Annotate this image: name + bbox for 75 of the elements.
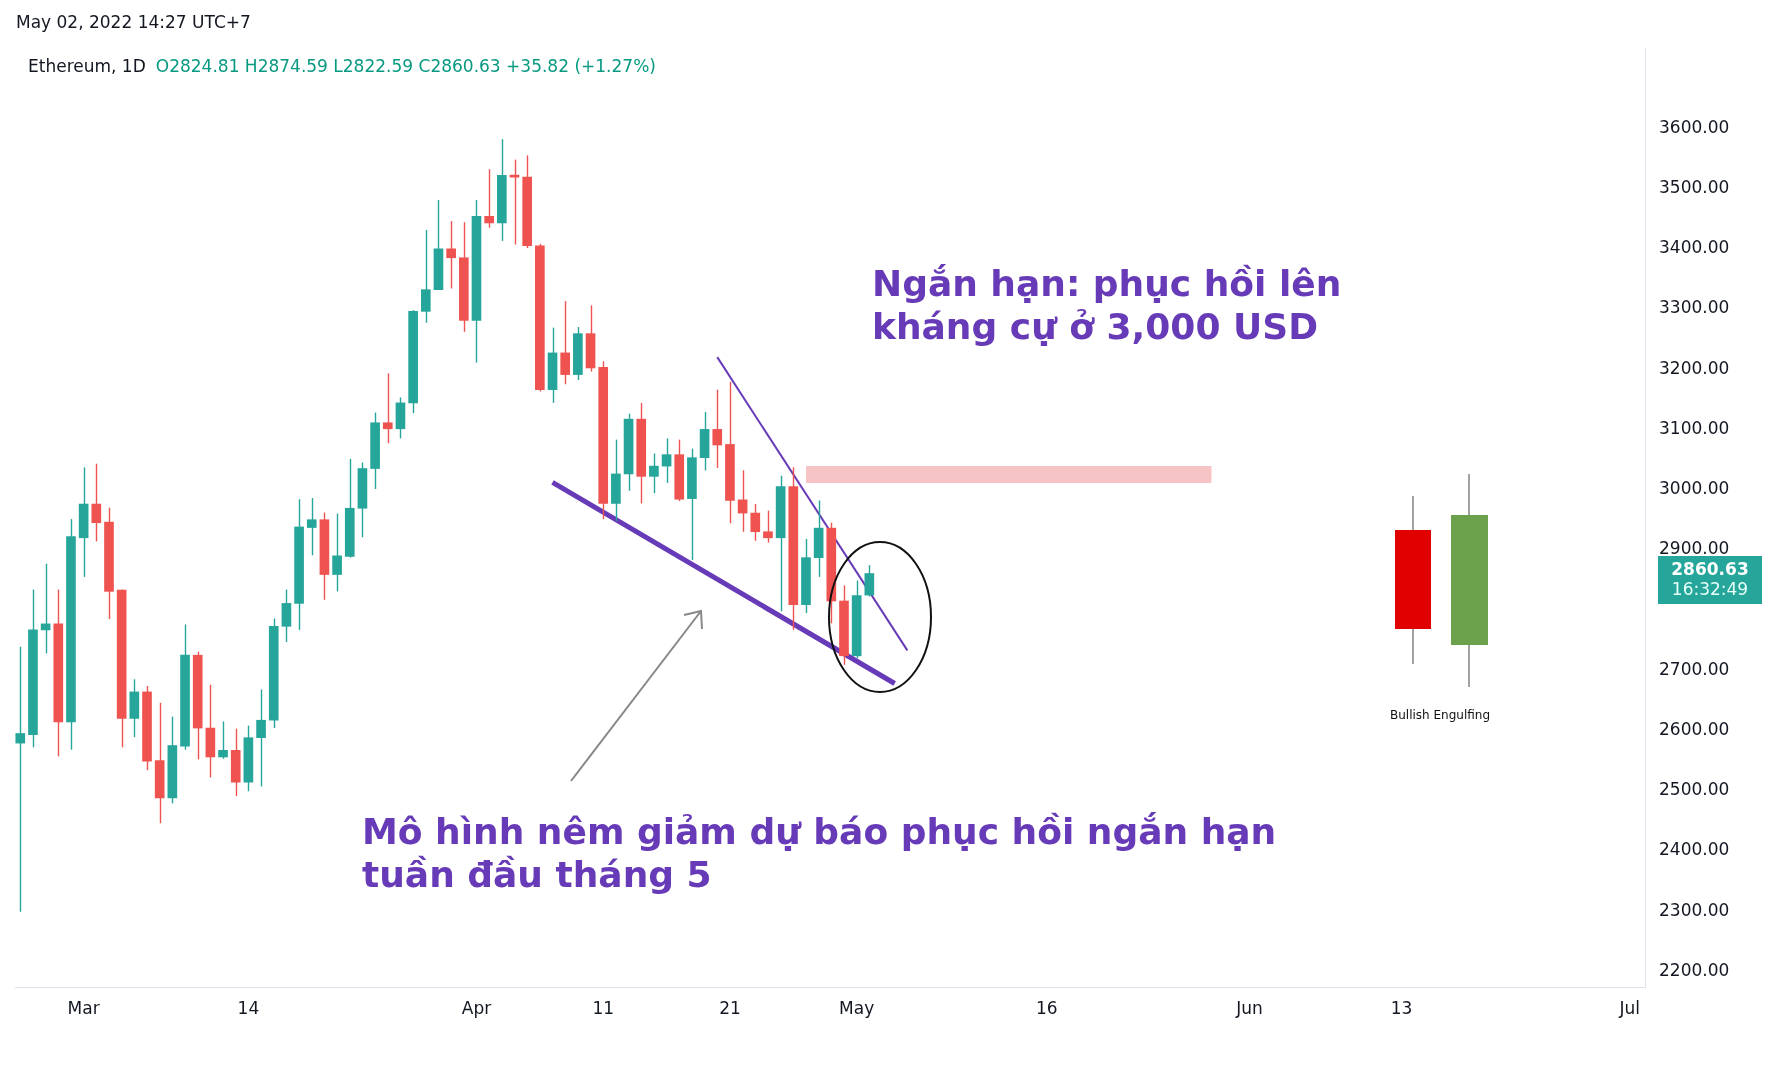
candlestick	[712, 388, 723, 469]
candlestick	[801, 538, 811, 614]
x-tick-label: 21	[719, 998, 741, 1019]
candlestick	[382, 372, 393, 444]
text: O2824.81 H2874.59 L2822.59 C2860.63 +35.82 (+1.27%)	[155, 56, 656, 76]
text: May 02, 2022 14:27 UTC+7	[16, 12, 252, 33]
annotation: Bullish Engulfing	[1390, 708, 1492, 723]
x-tick-label: 11	[592, 998, 615, 1019]
x-tick-label: Mar	[67, 998, 100, 1019]
candlestick	[154, 702, 165, 824]
candlestick	[15, 646, 26, 913]
candlestick	[256, 688, 266, 788]
candlestick	[28, 588, 38, 749]
y-tick-label: 3000.00	[1659, 478, 1730, 499]
annotation: Ngắn hạn: phục hồi lên kháng cự ở 3,000 USD	[872, 262, 1343, 349]
y-tick-label: 2200.00	[1659, 959, 1730, 980]
candlestick	[91, 463, 102, 543]
candlestick	[458, 221, 469, 333]
y-tick-label: 3400.00	[1659, 237, 1730, 258]
y-tick-label: 2400.00	[1659, 839, 1730, 860]
y-tick-label: 3600.00	[1659, 116, 1730, 137]
y-tick-label: 2500.00	[1659, 779, 1730, 800]
y-tick-label: 3100.00	[1659, 417, 1730, 438]
x-tick-label: Jul	[1618, 998, 1640, 1019]
candlestick	[636, 402, 647, 505]
candlestick	[649, 452, 659, 494]
candlestick	[611, 438, 621, 522]
x-tick-label: Apr	[461, 998, 492, 1019]
y-tick-label: 2700.00	[1659, 658, 1730, 679]
candlestick	[839, 584, 849, 666]
candlestick	[66, 518, 76, 751]
candlestick	[788, 466, 799, 631]
candlestick	[750, 503, 761, 542]
candlestick	[598, 360, 609, 520]
y-tick-label: 2900.00	[1659, 538, 1730, 559]
candlestick	[332, 512, 342, 593]
candlestick	[522, 154, 533, 249]
candlestick	[268, 617, 279, 729]
candlestick	[420, 229, 431, 324]
candlestick	[53, 588, 64, 758]
y-tick-label: 3300.00	[1659, 297, 1730, 318]
candlestick	[370, 411, 380, 490]
candlestick	[218, 720, 228, 760]
candlestick	[497, 138, 507, 242]
x-tick-label: 13	[1390, 998, 1413, 1019]
candlestick	[294, 498, 304, 631]
text: 16:32:49	[1670, 579, 1750, 600]
candlestick	[484, 168, 494, 229]
y-tick-label: 3500.00	[1659, 176, 1730, 197]
candlestick	[446, 220, 456, 290]
candlestick	[306, 497, 317, 556]
candlestick	[230, 727, 241, 797]
x-tick-label: May	[839, 998, 875, 1019]
candlestick	[180, 623, 190, 751]
candlestick	[674, 438, 685, 502]
candlestick	[687, 447, 697, 561]
candlestick	[408, 309, 418, 414]
y-tick-label: 2600.00	[1659, 718, 1730, 739]
candlestick	[142, 685, 152, 771]
y-tick-label: 2300.00	[1659, 899, 1730, 920]
candlestick	[535, 243, 545, 393]
x-tick-label: 16	[1035, 998, 1058, 1019]
candlestick	[104, 506, 114, 620]
candlestick	[573, 326, 583, 381]
annotation: Mô hình nêm giảm dự báo phục hồi ngắn hạn tuần đầu tháng 5	[362, 810, 1278, 897]
candlestick	[725, 381, 735, 525]
x-tick-label: 14	[237, 998, 260, 1019]
text: 2860.63	[1670, 559, 1750, 580]
text: Ethereum, 1D	[28, 56, 146, 76]
x-tick-label: Jun	[1235, 998, 1263, 1019]
candlestick	[344, 458, 355, 559]
candlestick	[560, 300, 571, 385]
candlestick	[763, 509, 773, 544]
candlestick	[192, 650, 203, 761]
y-tick-label: 3200.00	[1659, 357, 1730, 378]
